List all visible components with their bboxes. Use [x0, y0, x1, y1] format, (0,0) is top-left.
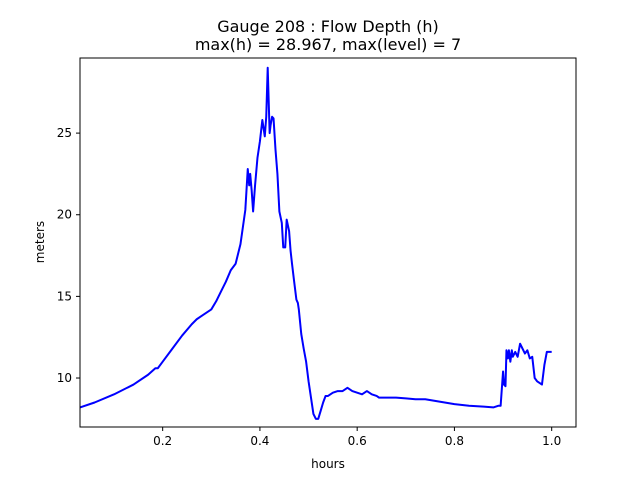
series-layer — [79, 66, 552, 420]
series-line-0 — [79, 66, 552, 420]
chart-subtitle: max(h) = 28.967, max(level) = 7 — [195, 35, 461, 54]
plot-frame — [79, 57, 577, 428]
x-tick-label: 0.2 — [153, 434, 172, 448]
y-tick-label: 10 — [57, 371, 72, 385]
plot-background — [80, 58, 576, 427]
y-tick-label: 20 — [57, 208, 72, 222]
plot-area — [79, 57, 577, 428]
x-axis-ticks: 0.2 0.4 0.6 0.8 1.0 — [153, 427, 561, 448]
y-axis-ticks: 10 15 20 25 — [57, 126, 80, 385]
y-tick-label: 25 — [57, 126, 72, 140]
y-axis-label: meters — [33, 221, 47, 263]
x-axis-label: hours — [311, 457, 345, 471]
x-tick-label: 0.8 — [445, 434, 464, 448]
x-tick-label: 1.0 — [542, 434, 561, 448]
x-tick-label: 0.4 — [250, 434, 269, 448]
chart-title: Gauge 208 : Flow Depth (h) — [217, 17, 439, 36]
x-tick-label: 0.6 — [348, 434, 367, 448]
y-tick-label: 15 — [57, 289, 72, 303]
